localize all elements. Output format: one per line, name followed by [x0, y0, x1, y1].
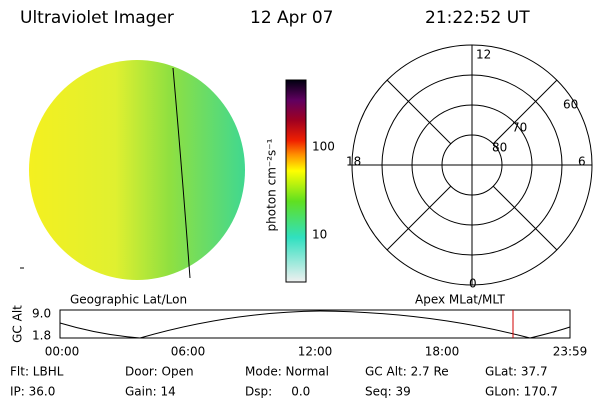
colorbar-tick: 10	[312, 228, 327, 242]
info-field: Gain: 14	[125, 385, 176, 399]
alt-tick: 9.0	[32, 307, 51, 321]
colorbar	[285, 79, 307, 283]
polar-label: 6	[578, 155, 586, 169]
info-field: Door: Open	[125, 365, 194, 379]
altitude-curve	[59, 310, 571, 339]
polar-grid	[351, 44, 593, 286]
info-field: Mode: Normal	[245, 365, 329, 379]
info-field: GLat: 37.7	[485, 365, 548, 379]
time-tick: 06:00	[171, 345, 206, 359]
ring-label: 60	[563, 98, 578, 112]
colorbar-tick: 100	[312, 140, 335, 154]
ring-label: 80	[492, 141, 507, 155]
alt-tick: 1.8	[32, 329, 51, 343]
terminator	[172, 67, 191, 279]
info-field: Dsp: 0.0	[245, 385, 310, 399]
earth-image	[29, 60, 245, 280]
colorbar-label: photon cm⁻²s⁻¹	[265, 138, 279, 231]
time-tick: 18:00	[425, 345, 460, 359]
polar-label: 12	[476, 48, 491, 62]
info-panel: Flt: LBHL Door: Open Mode: Normal GC Alt: 2…	[10, 365, 558, 399]
info-field: IP: 36.0	[10, 385, 55, 399]
altitude-box	[59, 309, 571, 339]
time: 21:22:52 UT	[425, 8, 530, 28]
info-field: GC Alt: 2.7 Re	[365, 365, 449, 379]
info-field: GLon: 170.7	[485, 385, 558, 399]
panel-label: Geographic Lat/Lon	[70, 293, 187, 307]
info-field: Seq: 39	[365, 385, 411, 399]
polar-label: 18	[346, 155, 361, 169]
date: 12 Apr 07	[250, 8, 333, 28]
alt-label: GC Alt	[11, 305, 25, 343]
polar-label: 0	[469, 277, 477, 291]
panel-label: Apex MLat/MLT	[415, 293, 505, 307]
time-tick: 00:00	[45, 345, 80, 359]
ring-label: 70	[512, 121, 527, 135]
title: Ultraviolet Imager	[20, 8, 174, 28]
time-tick: 12:00	[298, 345, 333, 359]
time-tick: 23:59	[553, 345, 588, 359]
info-field: Flt: LBHL	[10, 365, 64, 379]
